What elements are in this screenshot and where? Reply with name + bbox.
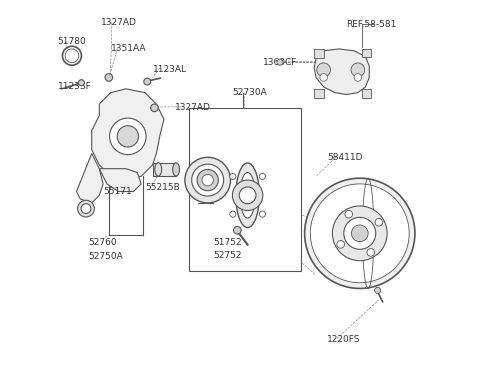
Circle shape — [144, 78, 151, 85]
Text: 52730A: 52730A — [232, 88, 267, 97]
Circle shape — [197, 169, 218, 191]
Polygon shape — [76, 154, 103, 203]
Bar — [361, 49, 371, 57]
Text: c: c — [369, 251, 373, 257]
Circle shape — [375, 218, 383, 226]
Text: c: c — [369, 211, 373, 217]
Circle shape — [230, 211, 236, 217]
Circle shape — [202, 174, 214, 186]
Text: 55171: 55171 — [103, 187, 132, 196]
Bar — [189, 108, 301, 271]
Circle shape — [192, 164, 224, 196]
Text: 1351AA: 1351AA — [111, 44, 146, 53]
Text: 55215B: 55215B — [145, 183, 180, 192]
Text: 51752: 51752 — [214, 238, 242, 247]
Circle shape — [105, 74, 113, 81]
Circle shape — [374, 287, 381, 293]
Text: 1123AL: 1123AL — [153, 65, 187, 74]
Circle shape — [337, 241, 345, 248]
Text: 58411D: 58411D — [327, 153, 363, 162]
Circle shape — [259, 211, 265, 217]
Circle shape — [151, 104, 158, 112]
Circle shape — [344, 218, 376, 249]
Text: 1360CF: 1360CF — [263, 58, 297, 67]
Circle shape — [345, 210, 352, 218]
Circle shape — [65, 49, 79, 62]
Polygon shape — [314, 49, 369, 95]
Circle shape — [351, 225, 368, 242]
Circle shape — [320, 74, 327, 81]
Text: 1327AD: 1327AD — [175, 103, 211, 112]
Text: c: c — [379, 224, 383, 231]
Circle shape — [117, 126, 139, 147]
Ellipse shape — [155, 163, 162, 176]
Circle shape — [78, 80, 84, 86]
Circle shape — [367, 249, 374, 256]
Text: 1220FS: 1220FS — [327, 335, 361, 344]
Circle shape — [78, 200, 95, 217]
Circle shape — [109, 118, 146, 155]
Ellipse shape — [173, 163, 180, 176]
Text: 1123SF: 1123SF — [58, 82, 91, 92]
Text: 52752: 52752 — [214, 251, 242, 260]
Circle shape — [259, 173, 265, 180]
Text: 51780: 51780 — [58, 37, 86, 46]
Bar — [314, 49, 324, 59]
Circle shape — [81, 204, 91, 214]
Circle shape — [232, 180, 263, 211]
Polygon shape — [92, 89, 164, 180]
Circle shape — [230, 173, 236, 180]
Circle shape — [277, 59, 283, 65]
Text: 52760: 52760 — [88, 238, 117, 247]
Ellipse shape — [236, 163, 259, 228]
Bar — [153, 163, 176, 176]
Circle shape — [305, 178, 415, 288]
Text: REF.58-581: REF.58-581 — [347, 20, 397, 29]
Ellipse shape — [240, 172, 255, 218]
Text: 1327AD: 1327AD — [101, 18, 137, 27]
Circle shape — [239, 187, 256, 204]
Circle shape — [351, 63, 365, 77]
Circle shape — [234, 226, 241, 234]
Text: 52750A: 52750A — [88, 252, 123, 261]
Circle shape — [317, 63, 331, 77]
Circle shape — [185, 157, 230, 203]
Circle shape — [332, 206, 387, 261]
Bar — [361, 89, 371, 98]
Circle shape — [311, 184, 409, 283]
Polygon shape — [99, 169, 141, 192]
Circle shape — [354, 74, 361, 81]
Bar — [314, 89, 324, 98]
